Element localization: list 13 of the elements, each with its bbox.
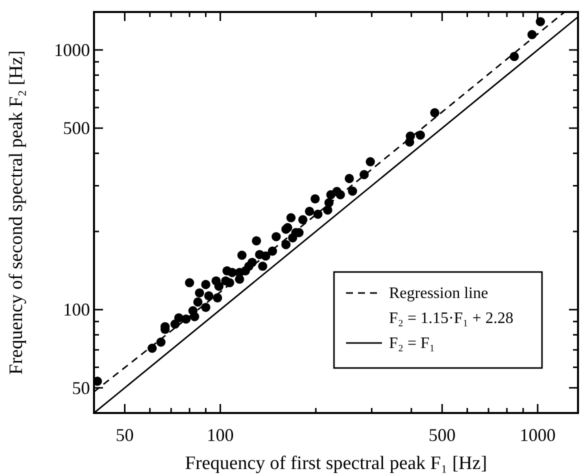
x-tick-label: 500	[428, 425, 456, 445]
annotation: F₂ = 1.15·F₁ + 2.28	[389, 310, 514, 327]
x-tick-label: 50	[116, 425, 134, 445]
y-tick-label: 50	[72, 378, 90, 398]
legend-label: F₂ = F₁	[389, 335, 435, 352]
x-tick-label: 1000	[520, 425, 556, 445]
x-axis-title: Frequency of first spectral peak F₁ [Hz]	[184, 453, 488, 474]
legend-label: Regression line	[389, 285, 488, 302]
y-axis-title: Frequency of second spectral peak F₂ [Hz]	[6, 50, 27, 375]
y-tick-label: 1000	[54, 40, 90, 60]
y-tick-label: 500	[63, 118, 90, 138]
y-tick-label: 100	[63, 300, 90, 320]
x-tick-label: 100	[206, 425, 234, 445]
